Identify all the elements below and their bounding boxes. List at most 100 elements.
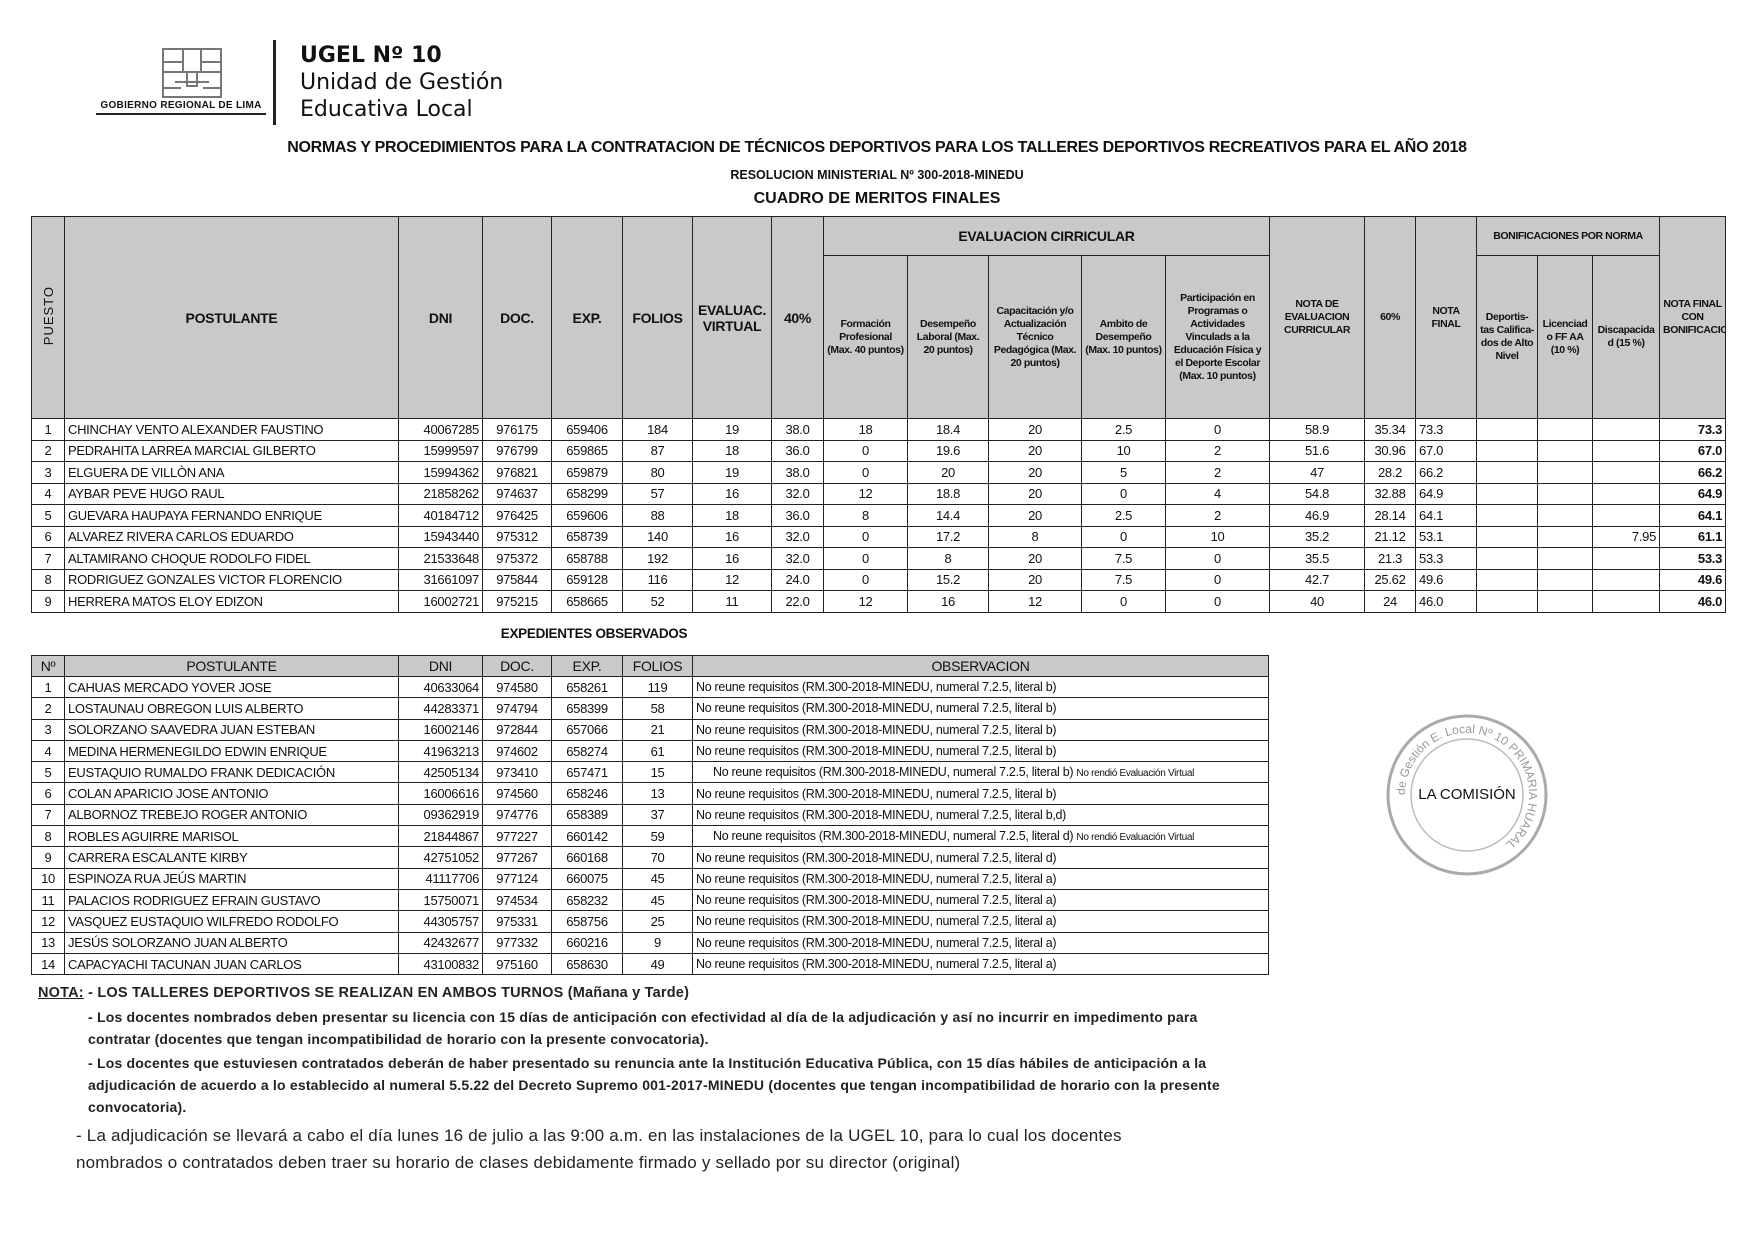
header-nota-curricular: NOTA DE EVALUACION CURRICULAR (1269, 216, 1366, 419)
header-doc: DOC. (482, 216, 552, 419)
cell-ambito: 0 (1081, 482, 1166, 505)
cell-doc: 972844 (482, 718, 552, 741)
cell-dni: 42505134 (398, 761, 483, 784)
cell-name: MEDINA HERMENEGILDO EDWIN ENRIQUE (64, 739, 399, 763)
cell-nota-final: 66.2 (1415, 461, 1478, 484)
cell-virtual: 16 (692, 547, 772, 570)
cell-name: GUEVARA HAUPAYA FERNANDO ENRIQUE (64, 504, 399, 527)
cell-nota-final: 67.0 (1415, 439, 1478, 462)
cell-nota-final: 53.3 (1415, 547, 1478, 570)
cell-puesto: 7 (31, 547, 65, 570)
cell-participacion: 2 (1164, 461, 1271, 484)
cell-nota-bonif: 64.9 (1659, 482, 1727, 505)
building-logo-icon (162, 48, 222, 98)
cell-exp: 659606 (551, 504, 623, 527)
header-participacion: Participación en Programas o Actividades… (1164, 255, 1271, 419)
cell-doc: 976425 (482, 504, 552, 527)
cell-ambito: 7.5 (1081, 547, 1166, 570)
org-line-3: Educativa Local (300, 97, 473, 122)
cell-ambito: 2.5 (1081, 504, 1166, 527)
cell-virtual: 18 (692, 504, 772, 527)
observation-text: No reune requisitos (RM.300-2018-MINEDU,… (696, 680, 1057, 695)
cell-dni: 15994362 (398, 461, 483, 484)
table-title: CUADRO DE MERITOS FINALES (753, 190, 1001, 207)
cell-capacitacion: 20 (988, 461, 1082, 484)
cell-exp: 660075 (551, 867, 623, 890)
cell-folios: 25 (622, 910, 693, 933)
cell-formacion: 0 (823, 568, 908, 591)
cell-pct60: 35.34 (1364, 418, 1417, 441)
cell-observacion: No reune requisitos (RM.300-2018-MINEDU,… (692, 761, 1269, 784)
cell-discapacidad (1592, 482, 1661, 505)
cell-participacion: 0 (1164, 568, 1271, 591)
notes-section: NOTA: - LOS TALLERES DEPORTIVOS SE REALI… (38, 982, 1228, 1176)
cell-pct60: 24 (1364, 590, 1417, 613)
cell-virtual: 16 (692, 482, 772, 505)
header-40pct: 40% (771, 216, 824, 419)
cell-participacion: 10 (1164, 525, 1271, 548)
cell-exp: 659406 (551, 418, 623, 441)
cell-n: 4 (31, 739, 65, 763)
cell-doc: 974602 (482, 739, 552, 763)
cell-folios: 88 (622, 504, 693, 527)
cell-name: ESPINOZA RUA JEÚS MARTIN (64, 867, 399, 890)
org-line-2: Unidad de Gestión (300, 70, 504, 95)
cell-dni: 42432677 (398, 931, 483, 954)
cell-ambito: 0 (1081, 590, 1166, 613)
cell-doc: 974580 (482, 675, 552, 699)
merit-row: 6 ALVAREZ RIVERA CARLOS EDUARDO 15943440 97… (31, 525, 1727, 548)
cell-exp: 658756 (551, 910, 623, 933)
cell-folios: 58 (622, 697, 693, 720)
cell-capacitacion: 20 (988, 439, 1082, 462)
observation-text: No reune requisitos (RM.300-2018-MINEDU,… (696, 744, 1057, 759)
cell-observacion: No reune requisitos (RM.300-2018-MINEDU,… (692, 952, 1269, 976)
cell-doc: 976821 (482, 461, 552, 484)
cell-doc: 977332 (482, 931, 552, 954)
cell-exp: 659879 (551, 461, 623, 484)
cell-doc: 975312 (482, 525, 552, 548)
cell-exp: 660142 (551, 825, 623, 848)
cell-capacitacion: 8 (988, 525, 1082, 548)
cell-n: 8 (31, 825, 65, 848)
cell-dni: 21844867 (398, 825, 483, 848)
cell-doc: 977267 (482, 846, 552, 869)
observation-text: No reune requisitos (RM.300-2018-MINEDU,… (713, 829, 1074, 844)
cell-desempeno: 19.6 (907, 439, 989, 462)
cell-puesto: 2 (31, 439, 65, 462)
cell-name: ALTAMIRANO CHOQUE RODOLFO FIDEL (64, 547, 399, 570)
cell-name: VASQUEZ EUSTAQUIO WILFREDO RODOLFO (64, 910, 399, 933)
cell-observacion: No reune requisitos (RM.300-2018-MINEDU,… (692, 888, 1269, 912)
cell-discapacidad (1592, 568, 1661, 591)
cell-deportistas (1476, 547, 1539, 570)
cell-exp: 659865 (551, 439, 623, 462)
cell-formacion: 8 (823, 504, 908, 527)
header-folios: FOLIOS (622, 216, 693, 419)
cell-folios: 61 (622, 739, 693, 763)
cell-formacion: 0 (823, 461, 908, 484)
cell-nota-bonif: 66.2 (1659, 461, 1727, 484)
cell-participacion: 0 (1164, 418, 1271, 441)
cell-name: ALBORNOZ TREBEJO ROGER ANTONIO (64, 803, 399, 827)
cell-dni: 21858262 (398, 482, 483, 505)
cell-deportistas (1476, 590, 1539, 613)
cell-formacion: 0 (823, 525, 908, 548)
cell-discapacidad (1592, 504, 1661, 527)
cell-n: 6 (31, 782, 65, 805)
cell-dni: 40633064 (398, 675, 483, 699)
cell-folios: 52 (622, 590, 693, 613)
cell-ambito: 0 (1081, 525, 1166, 548)
cell-puesto: 9 (31, 590, 65, 613)
cell-folios: 116 (622, 568, 693, 591)
cell-pct60: 28.2 (1364, 461, 1417, 484)
cell-exp: 658274 (551, 739, 623, 763)
cell-name: LOSTAUNAU OBREGON LUIS ALBERTO (64, 697, 399, 720)
cell-doc: 977124 (482, 867, 552, 890)
cell-doc: 974776 (482, 803, 552, 827)
gobierno-regional-logo (125, 44, 260, 114)
cell-exp: 658232 (551, 888, 623, 912)
cell-dni: 40184712 (398, 504, 483, 527)
header-exp: EXP. (551, 216, 623, 419)
cell-folios: 49 (622, 952, 693, 976)
cell-name: ALVAREZ RIVERA CARLOS EDUARDO (64, 525, 399, 548)
cell-doc: 976799 (482, 439, 552, 462)
